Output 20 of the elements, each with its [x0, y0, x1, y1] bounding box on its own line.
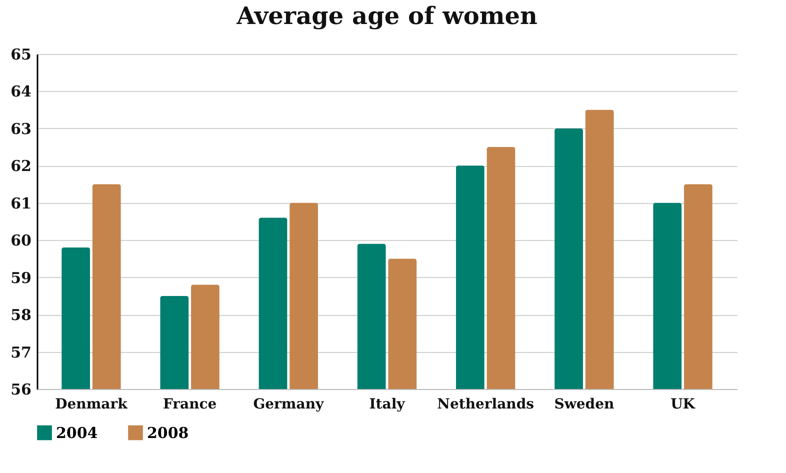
- y-tick-label: 64: [10, 82, 32, 101]
- x-tick-label: Germany: [253, 396, 324, 412]
- legend-label: 2008: [147, 424, 189, 442]
- x-tick-label: UK: [670, 396, 696, 412]
- y-tick-label: 61: [10, 194, 32, 212]
- chart-title: Average age of women: [236, 1, 538, 30]
- x-tick-label: Italy: [369, 396, 406, 412]
- y-tick-label: 56: [10, 380, 32, 398]
- y-tick-label: 65: [10, 46, 32, 64]
- legend-label: 2004: [56, 424, 98, 442]
- y-tick-label: 59: [10, 268, 32, 287]
- y-tick-label: 63: [10, 120, 32, 138]
- y-tick-label: 62: [10, 157, 32, 176]
- y-tick-label: 58: [10, 306, 32, 324]
- y-tick-label: 60: [10, 232, 32, 250]
- y-tick-label: 57: [10, 343, 32, 362]
- x-tick-label: Denmark: [55, 396, 128, 412]
- x-tick-label: Sweden: [554, 396, 614, 412]
- x-tick-label: Netherlands: [437, 396, 534, 412]
- x-tick-label: France: [162, 396, 217, 412]
